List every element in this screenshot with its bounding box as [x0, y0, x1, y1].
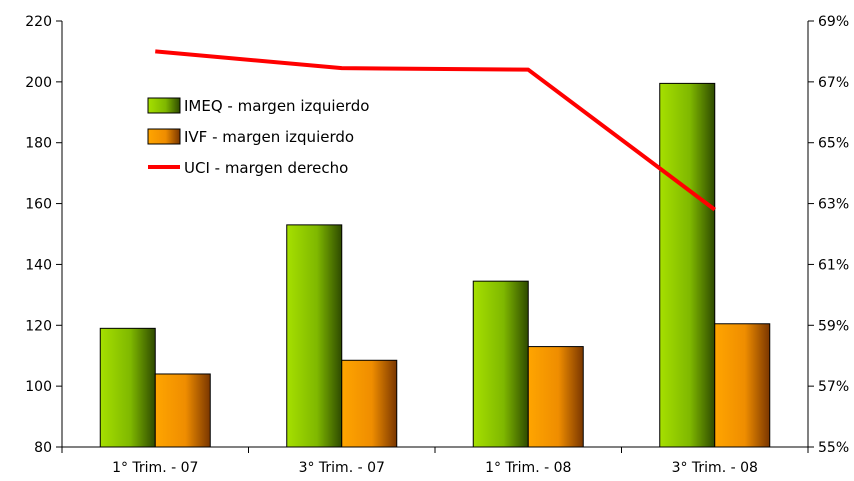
- left-tick-label: 220: [25, 14, 52, 30]
- left-tick-label: 80: [34, 440, 52, 456]
- legend-swatch: [147, 128, 181, 145]
- right-tick-label: 65%: [818, 136, 849, 152]
- bars: [99, 82, 771, 448]
- legend: IMEQ - margen izquierdo IVF - margen izqu…: [147, 97, 369, 177]
- left-tick-label: 200: [25, 75, 52, 91]
- bar-ivf: [714, 323, 771, 448]
- tick-labels: 80 100 120 140 160 180 200 220 55% 57% 59% 61% 63% 65…: [25, 14, 849, 476]
- bar-imeq: [99, 327, 156, 448]
- left-tick-label: 120: [25, 318, 52, 334]
- category-label: 1° Trim. - 07: [112, 460, 198, 476]
- right-tick-label: 63%: [818, 197, 849, 213]
- legend-label: IVF - margen izquierdo: [184, 128, 354, 146]
- legend-label: IMEQ - margen izquierdo: [184, 97, 369, 115]
- right-tick-label: 69%: [818, 14, 849, 30]
- bar-imeq: [472, 280, 529, 448]
- legend-swatch: [147, 97, 181, 114]
- left-tick-label: 180: [25, 136, 52, 152]
- category-label: 3° Trim. - 07: [299, 460, 385, 476]
- line-uci: [155, 49, 716, 212]
- right-tick-label: 55%: [818, 440, 849, 456]
- bar-ivf: [527, 346, 584, 448]
- right-tick-label: 57%: [818, 379, 849, 395]
- bar-imeq: [286, 224, 343, 448]
- bar-ivf: [341, 359, 398, 448]
- right-tick-label: 59%: [818, 318, 849, 334]
- right-tick-label: 67%: [818, 75, 849, 91]
- category-label: 1° Trim. - 08: [485, 460, 571, 476]
- left-tick-label: 100: [25, 379, 52, 395]
- legend-label: UCI - margen derecho: [184, 159, 348, 177]
- left-tick-label: 140: [25, 257, 52, 273]
- bar-ivf: [154, 373, 211, 448]
- right-tick-label: 61%: [818, 257, 849, 273]
- line-series: [155, 49, 716, 212]
- category-label: 3° Trim. - 08: [672, 460, 758, 476]
- bar-imeq: [659, 82, 716, 448]
- left-tick-label: 160: [25, 197, 52, 213]
